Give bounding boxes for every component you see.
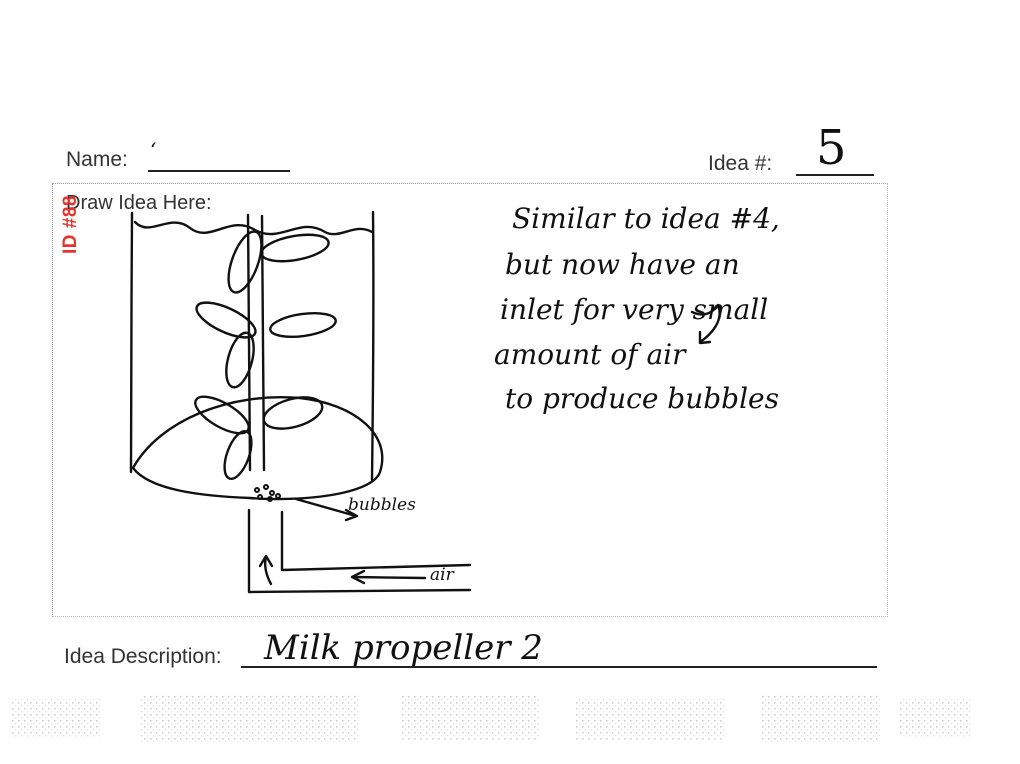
idea-number-underline — [796, 174, 874, 176]
propeller-blade — [195, 301, 257, 339]
propeller-blade — [225, 331, 255, 389]
name-label: Name: — [66, 148, 128, 171]
tank-dome — [131, 396, 384, 501]
label-air: air — [430, 565, 454, 585]
name-underline — [148, 170, 290, 172]
pipe-flow-arrow — [258, 554, 274, 586]
idea-number-value: 5 — [816, 120, 847, 176]
note-line: Similar to idea #4, — [512, 202, 780, 235]
drawing-area — [52, 183, 888, 617]
scan-noise — [10, 694, 970, 742]
description-value: Milk propeller 2 — [264, 628, 543, 668]
tank-right-wall — [370, 210, 375, 482]
bubbles-cluster — [254, 484, 281, 502]
note-line: inlet for very small — [500, 293, 769, 326]
draw-label: Draw Idea Here: — [66, 192, 212, 214]
air-arrow — [350, 569, 427, 585]
propeller-blade — [223, 430, 253, 480]
note-line: but now have an — [505, 248, 740, 281]
air-inlet-pipe — [247, 508, 472, 594]
liquid-surface — [133, 220, 374, 236]
notes-arrow — [698, 303, 721, 345]
propeller-blade — [194, 395, 250, 435]
tank-left-wall — [129, 211, 134, 474]
propeller-blade — [260, 233, 330, 263]
notes-underline — [690, 304, 720, 316]
note-line: to produce bubbles — [505, 382, 779, 415]
propeller-blade — [269, 311, 337, 339]
bubbles-arrow — [294, 497, 359, 522]
label-bubbles: bubbles — [348, 495, 416, 515]
propeller-blade — [227, 230, 263, 294]
name-value: ‘ — [150, 138, 157, 162]
idea-number-label: Idea #: — [708, 152, 773, 175]
propeller-blade — [262, 396, 324, 430]
note-line: amount of air — [494, 338, 686, 371]
description-underline — [241, 666, 877, 668]
description-label: Idea Description: — [64, 645, 222, 668]
